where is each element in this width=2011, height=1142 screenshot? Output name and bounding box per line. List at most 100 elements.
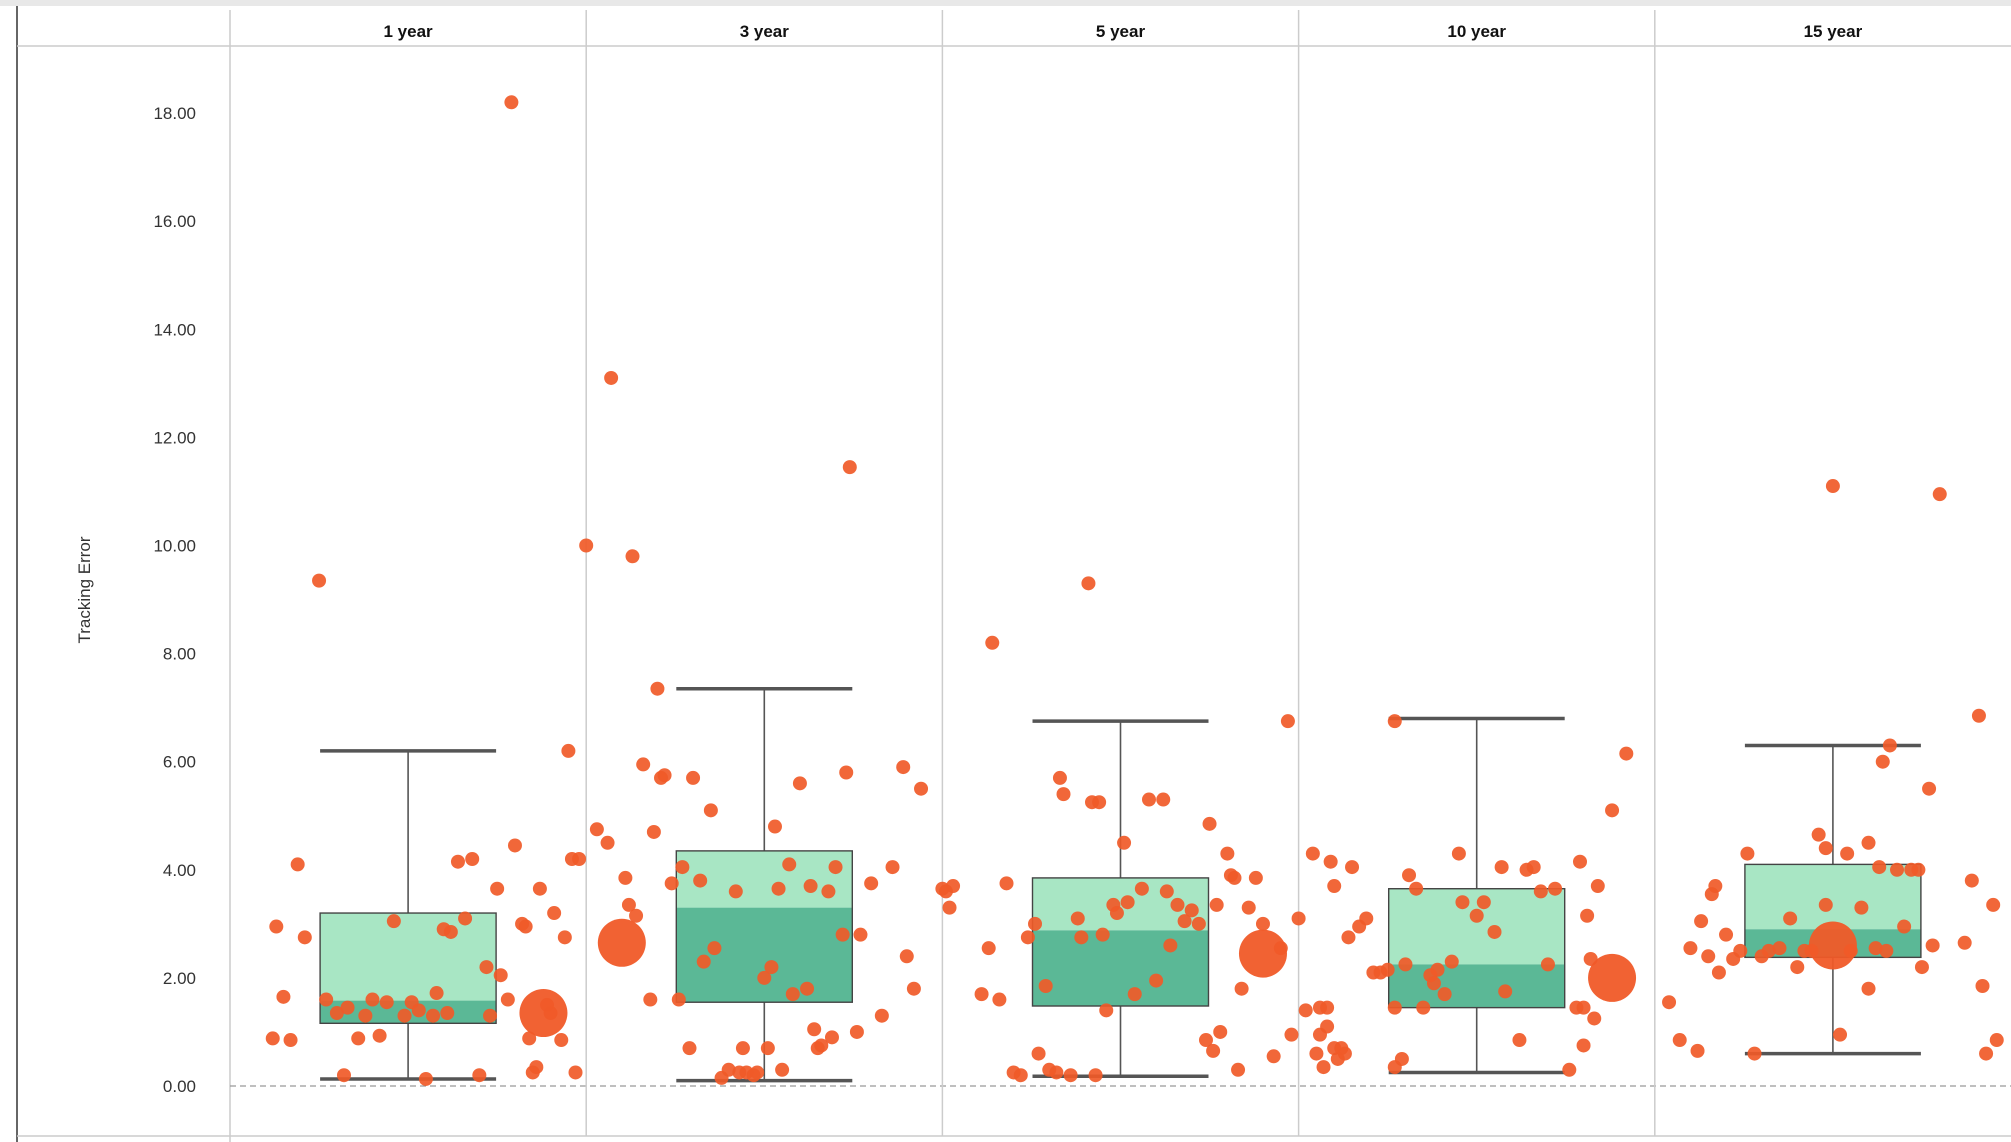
- y-tick-label: 18.00: [153, 104, 196, 123]
- data-point: [704, 803, 718, 817]
- data-point: [804, 879, 818, 893]
- data-point: [1135, 882, 1149, 896]
- data-point: [1398, 957, 1412, 971]
- data-point: [1958, 936, 1972, 950]
- data-point: [1452, 847, 1466, 861]
- data-point: [1341, 930, 1355, 944]
- data-point: [440, 1006, 454, 1020]
- data-point: [1712, 965, 1726, 979]
- data-point: [1495, 860, 1509, 874]
- data-point: [1081, 576, 1095, 590]
- panel-10-year: 10 year: [1313, 10, 1655, 1136]
- panel-3-year: 3 year: [598, 10, 960, 1136]
- data-point: [896, 760, 910, 774]
- data-point: [1028, 917, 1042, 931]
- data-point: [1074, 930, 1088, 944]
- data-point: [629, 909, 643, 923]
- data-point: [1772, 941, 1786, 955]
- data-point: [1872, 860, 1886, 874]
- data-point: [1673, 1033, 1687, 1047]
- panel-header-label: 15 year: [1804, 22, 1863, 41]
- data-point: [943, 901, 957, 915]
- data-point: [775, 1063, 789, 1077]
- data-point: [1142, 793, 1156, 807]
- data-point: [1683, 941, 1697, 955]
- highlight-point: [519, 989, 567, 1037]
- data-point: [569, 1065, 583, 1079]
- data-point: [1580, 909, 1594, 923]
- data-point: [1876, 755, 1890, 769]
- data-point: [1395, 1052, 1409, 1066]
- data-point: [1409, 882, 1423, 896]
- data-point: [351, 1031, 365, 1045]
- data-point: [1427, 976, 1441, 990]
- y-axis-label: Tracking Error: [75, 536, 94, 643]
- data-point: [682, 1041, 696, 1055]
- data-point: [1053, 771, 1067, 785]
- data-point: [1256, 917, 1270, 931]
- data-point: [643, 993, 657, 1007]
- data-point: [1701, 949, 1715, 963]
- data-point: [875, 1009, 889, 1023]
- data-point: [1783, 911, 1797, 925]
- data-point: [1477, 895, 1491, 909]
- data-point: [1862, 982, 1876, 996]
- data-point: [1203, 817, 1217, 831]
- data-point: [341, 1001, 355, 1015]
- data-point: [291, 857, 305, 871]
- data-point: [458, 911, 472, 925]
- data-point: [1662, 995, 1676, 1009]
- data-point: [665, 876, 679, 890]
- data-point: [914, 782, 928, 796]
- data-point: [1587, 1011, 1601, 1025]
- y-tick-label: 2.00: [163, 969, 196, 988]
- data-point: [1359, 911, 1373, 925]
- data-point: [1306, 847, 1320, 861]
- data-point: [430, 986, 444, 1000]
- data-point: [1562, 1063, 1576, 1077]
- data-point: [465, 852, 479, 866]
- data-point: [736, 1041, 750, 1055]
- data-point: [825, 1030, 839, 1044]
- data-point: [992, 993, 1006, 1007]
- data-point: [319, 993, 333, 1007]
- data-point: [1170, 898, 1184, 912]
- data-point: [853, 928, 867, 942]
- data-point: [1064, 1068, 1078, 1082]
- data-point: [1057, 787, 1071, 801]
- data-point: [1926, 938, 1940, 952]
- data-point: [1431, 963, 1445, 977]
- highlight-point: [1239, 930, 1287, 978]
- data-point: [1284, 1028, 1298, 1042]
- data-point: [946, 879, 960, 893]
- data-point: [1605, 803, 1619, 817]
- data-point: [554, 1033, 568, 1047]
- data-point: [1548, 882, 1562, 896]
- data-point: [1708, 879, 1722, 893]
- data-point: [1089, 1068, 1103, 1082]
- data-point: [1402, 868, 1416, 882]
- data-point: [1192, 917, 1206, 931]
- data-point: [561, 744, 575, 758]
- data-point: [1249, 871, 1263, 885]
- data-point: [494, 968, 508, 982]
- data-point: [337, 1068, 351, 1082]
- highlight-point: [598, 919, 646, 967]
- data-point: [1000, 876, 1014, 890]
- data-point: [1740, 847, 1754, 861]
- data-point: [675, 860, 689, 874]
- data-point: [601, 836, 615, 850]
- data-point: [479, 960, 493, 974]
- data-point: [750, 1065, 764, 1079]
- data-point: [387, 914, 401, 928]
- data-point: [365, 993, 379, 1007]
- data-point: [1498, 984, 1512, 998]
- data-point: [985, 636, 999, 650]
- data-point: [800, 982, 814, 996]
- data-point: [1267, 1049, 1281, 1063]
- data-point: [558, 930, 572, 944]
- data-point: [1965, 874, 1979, 888]
- data-point: [975, 987, 989, 1001]
- data-point: [1210, 898, 1224, 912]
- data-point: [1719, 928, 1733, 942]
